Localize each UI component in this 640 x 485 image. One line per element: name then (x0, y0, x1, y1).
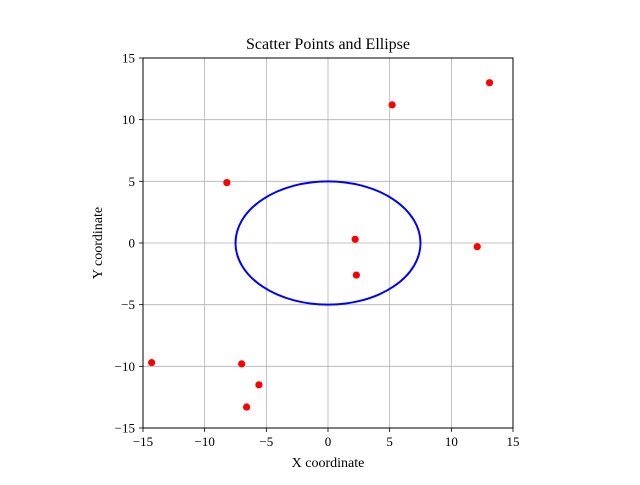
y-tick-label: 15 (122, 51, 135, 66)
y-tick-label: 0 (129, 236, 136, 251)
x-axis-label: X coordinate (292, 456, 365, 471)
scatter-point (351, 235, 359, 243)
y-tick-label: 10 (122, 112, 135, 127)
tick-labels: −15 −10 −5 0 5 10 15 −15 −10 −5 0 5 10 15 (115, 51, 520, 450)
ticks (139, 57, 514, 432)
points-layer (148, 79, 494, 411)
scatter-point (388, 101, 396, 109)
x-tick-label: 5 (386, 434, 393, 449)
y-tick-label: −10 (115, 359, 135, 374)
x-tick-label: −15 (133, 434, 153, 449)
y-axis-label: Y coordinate (91, 207, 106, 279)
scatter-point (255, 381, 263, 389)
y-tick-label: −5 (121, 297, 135, 312)
chart-title: Scatter Points and Ellipse (246, 36, 410, 53)
x-tick-label: 0 (325, 434, 332, 449)
scatter-point (148, 359, 156, 367)
scatter-point (243, 403, 251, 411)
x-tick-label: 10 (445, 434, 458, 449)
scatter-point (223, 178, 231, 187)
scatter-point (352, 271, 360, 279)
y-tick-label: 5 (129, 174, 136, 189)
ellipse-curve (234, 180, 422, 306)
scatter-point (238, 360, 246, 368)
y-tick-label: −15 (115, 421, 135, 436)
ellipse-layer (234, 180, 422, 306)
x-tick-label: −10 (194, 434, 214, 449)
x-tick-label: −5 (259, 434, 273, 449)
scatter-point (473, 243, 481, 251)
scatter-point (485, 79, 494, 87)
grid (142, 57, 514, 429)
x-tick-label: 15 (507, 434, 520, 449)
